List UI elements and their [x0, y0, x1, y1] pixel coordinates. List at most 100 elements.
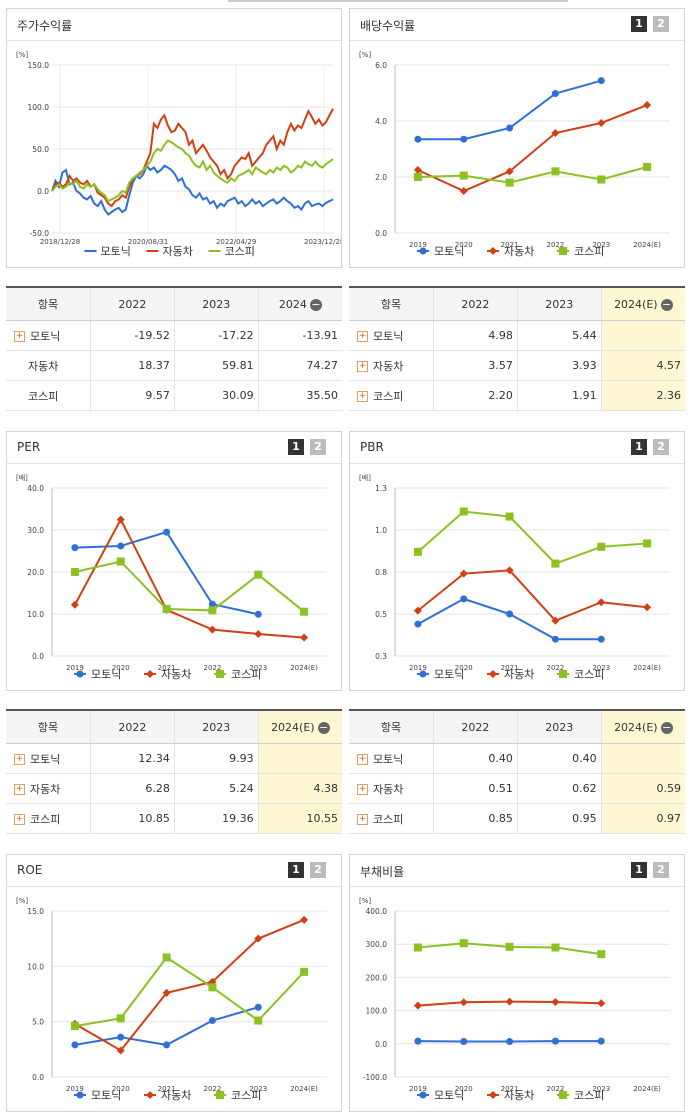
expand-icon[interactable]: + — [14, 784, 25, 795]
series-motonik — [71, 528, 262, 618]
y-tick-label: 0.3 — [375, 652, 387, 661]
collapse-icon[interactable]: − — [309, 297, 322, 311]
row-label: 코스피 — [28, 389, 59, 403]
row-label: 코스피 — [30, 812, 61, 826]
x-tick-label: 2020 — [112, 664, 130, 672]
expand-icon[interactable]: + — [357, 784, 368, 795]
x-tick-label: 2020 — [455, 1085, 473, 1093]
series-motonik — [71, 1003, 262, 1049]
column-header: 2023 — [516, 709, 602, 744]
row-label-cell: + 모토닉 — [349, 743, 434, 774]
data-point-kospi — [559, 670, 567, 678]
legend-label-kospi: 코스피 — [574, 245, 604, 258]
series-auto — [413, 997, 606, 1010]
data-point-kospi — [505, 942, 514, 951]
data-point-motonik — [414, 135, 422, 143]
panel-title: ROE — [17, 863, 43, 877]
table-cell — [600, 743, 685, 774]
expand-icon[interactable]: + — [14, 814, 25, 825]
data-point-motonik — [597, 635, 605, 643]
data-point-kospi — [459, 939, 468, 948]
data-point-auto — [116, 515, 125, 524]
page-1-button[interactable]: 1 — [288, 439, 304, 455]
data-point-auto — [146, 670, 154, 678]
series-line-auto — [417, 569, 648, 622]
x-tick-label: 2024(E) — [633, 241, 661, 249]
x-tick-label: 2021 — [158, 1085, 176, 1093]
table-header-row: 항목 2022 2023 2024(E) − — [349, 286, 685, 321]
y-tick-label: 20.0 — [27, 568, 44, 577]
page-1-button[interactable]: 1 — [631, 862, 647, 878]
data-point-motonik — [414, 620, 422, 628]
expand-icon[interactable]: + — [357, 391, 368, 402]
data-point-auto — [597, 999, 606, 1008]
x-tick-label: 2023 — [592, 1085, 610, 1093]
page-1-button[interactable]: 1 — [288, 862, 304, 878]
row-label: 모토닉 — [30, 329, 61, 343]
page-1-button[interactable]: 1 — [631, 16, 647, 32]
data-point-auto — [505, 167, 514, 176]
page-2-button[interactable]: 2 — [653, 439, 669, 455]
collapse-icon[interactable]: − — [660, 720, 673, 734]
series-auto — [413, 101, 652, 195]
x-tick-label: 2021 — [158, 664, 176, 672]
data-point-auto — [597, 118, 606, 127]
table-cell: 10.85 — [90, 803, 175, 834]
data-point-kospi — [70, 1022, 79, 1031]
data-point-motonik — [551, 635, 559, 643]
data-point-kospi — [559, 1091, 567, 1099]
expand-icon[interactable]: + — [14, 331, 25, 342]
y-tick-label: -50.0 — [30, 229, 50, 238]
collapse-icon[interactable]: − — [317, 720, 330, 734]
expand-icon[interactable]: + — [357, 361, 368, 372]
pbr-panel: PBR 1 2 [배] 1.3 1.0 0.8 0.5 0.3 2019 2020 2021 20… — [349, 431, 685, 691]
row-label: 모토닉 — [373, 752, 404, 766]
expand-icon[interactable]: + — [357, 814, 368, 825]
table-cell: 0.85 — [433, 803, 518, 834]
expand-icon[interactable]: + — [357, 331, 368, 342]
column-header: 2022 — [433, 709, 518, 744]
series-line-auto — [74, 517, 305, 639]
data-point-kospi — [459, 507, 468, 516]
data-point-kospi — [551, 167, 560, 176]
data-point-motonik — [506, 1037, 514, 1045]
page-2-button[interactable]: 2 — [653, 862, 669, 878]
panel-title: PBR — [360, 440, 384, 454]
data-point-motonik — [419, 670, 427, 678]
table-cell: 0.51 — [433, 773, 518, 804]
collapse-icon[interactable]: − — [660, 297, 673, 311]
page-2-button[interactable]: 2 — [310, 862, 326, 878]
row-label-cell: 자동차 — [6, 350, 91, 381]
unit-label: [%] — [16, 897, 28, 905]
page-2-button[interactable]: 2 — [653, 16, 669, 32]
panel-title: 주가수익률 — [17, 19, 73, 33]
data-point-motonik — [460, 1037, 468, 1045]
per-table-panel: 항목 2022 2023 2024(E) − + 모토닉 12.34 9.93 + 자동차 6.28 5… — [6, 709, 342, 834]
x-tick-label: 2020 — [112, 1085, 130, 1093]
expand-icon[interactable]: + — [14, 754, 25, 765]
column-header: 2022 — [90, 709, 175, 744]
data-point-motonik — [414, 1037, 422, 1045]
table-cell: 9.93 — [173, 743, 259, 774]
unit-label: [배] — [359, 473, 371, 482]
table-cell: 5.24 — [173, 773, 259, 804]
page-2-button[interactable]: 2 — [310, 439, 326, 455]
table-row: + 자동차 0.51 0.62 0.59 — [349, 773, 685, 804]
pbr-table-panel: 항목 2022 2023 2024(E) − + 모토닉 0.40 0.40 + 자동차 0.51 0.… — [349, 709, 685, 834]
panel-header: 부채비율 1 2 — [350, 855, 684, 887]
y-tick-label: 400.0 — [366, 907, 388, 916]
row-label-cell: 코스피 — [6, 380, 91, 411]
row-label-cell: + 자동차 — [349, 773, 434, 804]
row-label: 코스피 — [373, 389, 404, 403]
data-point-kospi — [597, 950, 606, 959]
debt-ratio-chart: [%] 400.0 300.0 200.0 100.0 0.0 -100.0 2019 2020… — [359, 897, 670, 1102]
data-point-kospi — [413, 547, 422, 556]
expand-icon[interactable]: + — [357, 754, 368, 765]
data-point-auto — [413, 606, 422, 615]
page-1-button[interactable]: 1 — [631, 439, 647, 455]
stock-return-table-panel: 항목 2022 2023 2024− + 모토닉 -19.52 -17.22 -13.91 자동차… — [6, 286, 342, 411]
data-point-auto — [162, 988, 171, 997]
data-point-motonik — [460, 135, 468, 143]
data-point-motonik — [419, 247, 427, 255]
x-tick-label: 2019 — [409, 241, 427, 249]
